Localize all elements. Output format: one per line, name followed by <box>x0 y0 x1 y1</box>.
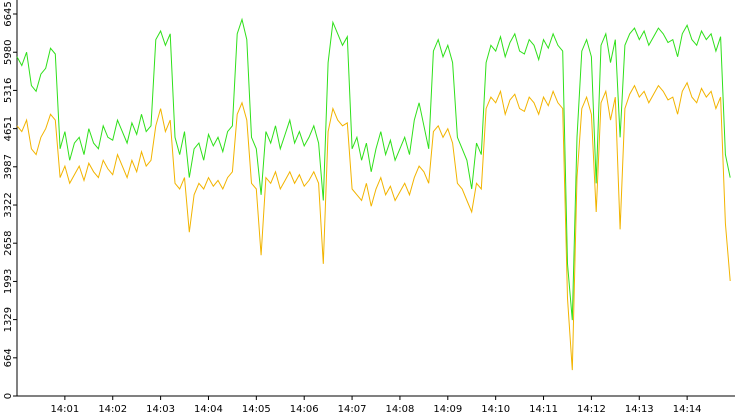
x-tick-label: 14:13 <box>625 404 654 415</box>
y-tick-label: 3987 <box>3 154 14 179</box>
x-tick-label: 14:05 <box>242 404 271 415</box>
y-tick-label: 0 <box>3 393 14 399</box>
x-tick-label: 14:10 <box>481 404 510 415</box>
x-tick-label: 14:06 <box>290 404 319 415</box>
y-tick-label: 5980 <box>3 40 14 65</box>
x-tick-label: 14:03 <box>146 404 175 415</box>
y-tick-label: 1993 <box>3 269 14 294</box>
y-tick-label: 2658 <box>3 230 14 255</box>
y-tick-label: 1329 <box>3 307 14 332</box>
y-tick-label: 664 <box>3 348 14 367</box>
y-tick-label: 3322 <box>3 192 14 217</box>
x-tick-label: 14:08 <box>386 404 415 415</box>
x-tick-label: 14:11 <box>529 404 558 415</box>
x-tick-label: 14:04 <box>194 404 223 415</box>
series-line <box>16 81 731 371</box>
x-tick-label: 14:09 <box>433 404 462 415</box>
x-tick-label: 14:07 <box>338 404 367 415</box>
y-tick-label: 6645 <box>3 1 14 26</box>
x-tick-label: 14:14 <box>673 404 702 415</box>
x-tick-label: 14:02 <box>98 404 127 415</box>
y-tick-label: 5316 <box>3 78 14 103</box>
y-tick-label: 4651 <box>3 116 14 141</box>
x-tick-label: 14:01 <box>50 404 79 415</box>
series-line <box>16 17 731 321</box>
x-tick-label: 14:12 <box>577 404 606 415</box>
